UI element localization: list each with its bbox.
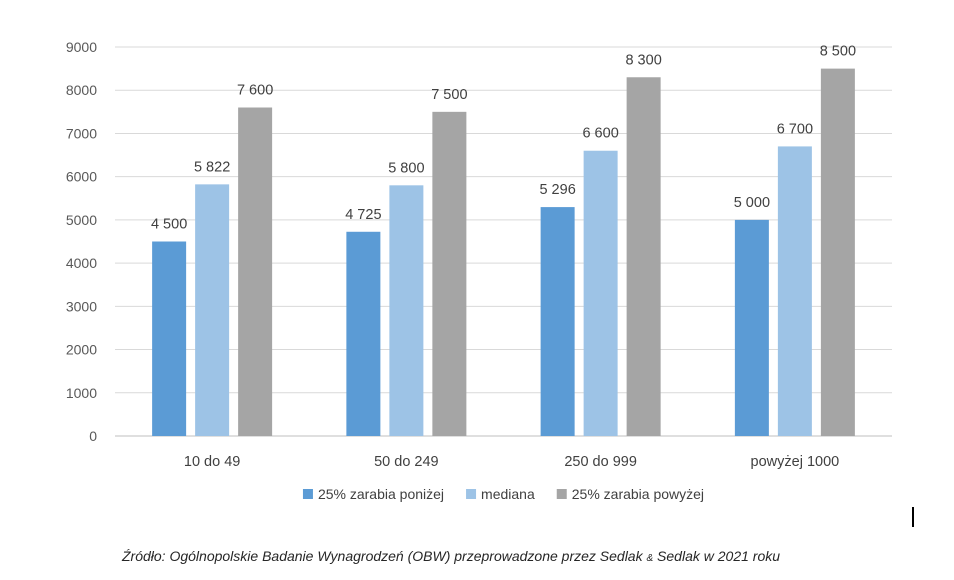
x-category-label: powyżej 1000 <box>751 454 840 470</box>
bar <box>734 219 769 436</box>
text-cursor <box>912 507 914 527</box>
bar <box>432 111 467 436</box>
bar <box>195 184 230 436</box>
data-label: 5 296 <box>539 182 575 198</box>
legend-swatch <box>302 489 313 499</box>
y-tick-label: 8000 <box>66 82 97 98</box>
y-tick-label: 2000 <box>66 342 97 358</box>
bar <box>152 241 187 436</box>
source-ampersand: & <box>646 553 654 564</box>
x-category-label: 50 do 249 <box>374 454 439 470</box>
y-tick-label: 0 <box>89 428 97 444</box>
legend-swatch <box>556 489 567 499</box>
data-label: 5 822 <box>194 159 230 175</box>
source-text-after: Sedlak w 2021 roku <box>653 548 781 564</box>
data-label: 4 725 <box>345 207 381 223</box>
legend-label: 25% zarabia powyżej <box>572 486 704 502</box>
data-label: 7 500 <box>431 87 467 103</box>
y-tick-label: 7000 <box>66 125 97 141</box>
y-tick-label: 1000 <box>66 385 97 401</box>
source-note: Źródło: Ogólnopolskie Badanie Wynagrodze… <box>122 548 780 564</box>
legend-label: 25% zarabia poniżej <box>318 486 444 502</box>
bar <box>626 77 661 436</box>
data-label: 8 300 <box>625 52 661 68</box>
gridlines <box>115 46 892 437</box>
y-tick-label: 4000 <box>66 255 97 271</box>
data-label: 5 800 <box>388 160 424 176</box>
data-label: 4 500 <box>151 217 187 233</box>
bar <box>238 107 273 436</box>
bar <box>820 68 855 436</box>
data-label: 6 700 <box>777 121 813 137</box>
bar-chart: 0 1000 2000 3000 4000 5000 6000 7000 8000 9000 4 … <box>66 39 892 502</box>
data-label: 8 500 <box>820 44 856 60</box>
x-axis-categories: 10 do 49 50 do 249 250 do 999 powyżej 1000 <box>184 454 839 470</box>
data-label: 7 600 <box>237 83 273 99</box>
bar <box>583 150 618 436</box>
data-label: 6 600 <box>582 126 618 142</box>
bar <box>389 185 424 436</box>
y-tick-label: 5000 <box>66 212 97 228</box>
bar <box>540 207 575 436</box>
x-category-label: 250 do 999 <box>564 454 637 470</box>
source-text-before: Źródło: Ogólnopolskie Badanie Wynagrodze… <box>122 548 647 564</box>
legend-label: mediana <box>481 486 535 502</box>
x-category-label: 10 do 49 <box>184 454 240 470</box>
y-tick-label: 9000 <box>66 39 97 55</box>
legend: 25% zarabia poniżej mediana 25% zarabia po… <box>302 486 704 502</box>
bar <box>777 146 812 436</box>
data-labels: 4 500 5 822 7 600 4 725 5 800 7 500 5 296 6 600… <box>151 44 856 233</box>
legend-swatch <box>466 489 477 499</box>
bar <box>346 231 381 436</box>
data-label: 5 000 <box>734 195 770 211</box>
y-tick-label: 3000 <box>66 298 97 314</box>
bars <box>152 68 855 436</box>
y-axis-ticks: 0 1000 2000 3000 4000 5000 6000 7000 8000 9000 <box>66 39 97 444</box>
y-tick-label: 6000 <box>66 169 97 185</box>
